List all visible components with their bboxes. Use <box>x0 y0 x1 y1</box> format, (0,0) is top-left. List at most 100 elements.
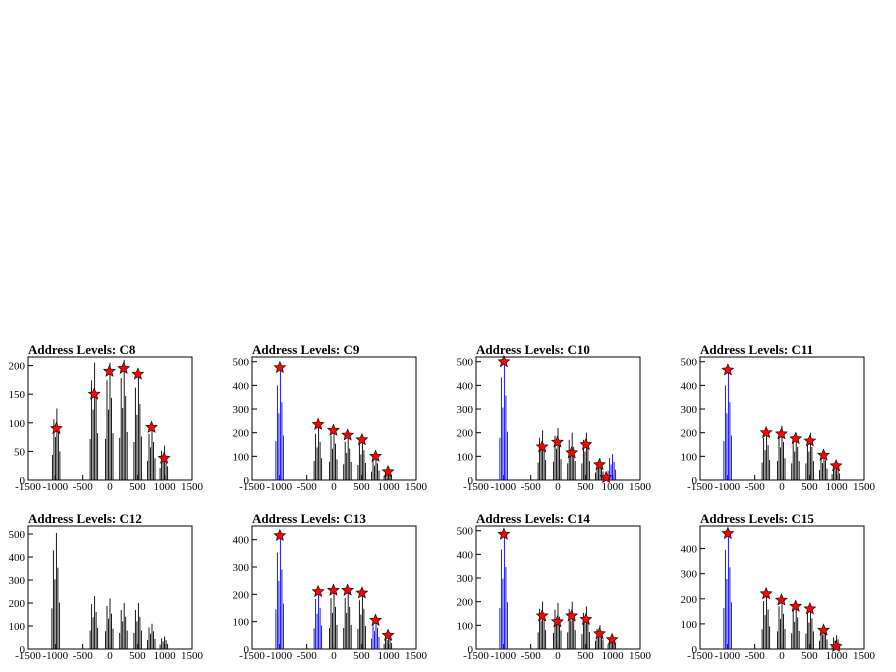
x-tick-label: 1500 <box>629 481 652 493</box>
y-tick-label: 0 <box>244 644 250 656</box>
y-tick-label: 400 <box>233 380 250 392</box>
y-tick-label: 300 <box>457 573 474 585</box>
peak-marker <box>721 526 735 540</box>
peak-marker <box>311 584 325 598</box>
x-tick-label: -1500 <box>463 481 489 493</box>
peak-marker <box>579 612 593 625</box>
x-tick-label: 1000 <box>826 650 849 662</box>
y-tick-label: 200 <box>681 594 698 606</box>
x-tick-label: 500 <box>801 650 818 662</box>
y-tick-label: 300 <box>457 404 474 416</box>
peak-marker <box>593 626 607 640</box>
y-tick-label: 0 <box>20 475 26 487</box>
x-tick-label: -1000 <box>490 650 516 662</box>
y-tick-label: 500 <box>457 526 474 538</box>
x-tick-label: 0 <box>107 481 113 493</box>
x-tick-label: 1000 <box>154 481 177 493</box>
x-tick-label: -1500 <box>239 481 265 493</box>
peak-marker <box>829 639 843 652</box>
chart-title: Address Levels: C10 <box>476 342 590 357</box>
peak-marker <box>817 623 831 636</box>
y-tick-label: 500 <box>233 357 250 369</box>
peak-marker <box>117 361 131 374</box>
peak-marker <box>341 428 355 441</box>
y-tick-label: 0 <box>244 475 250 487</box>
peak-marker <box>774 427 788 440</box>
peak-marker <box>273 360 287 374</box>
chart-panel-7: Address Levels: C15 0 100 200 300 400 -1500 -10… <box>681 511 876 662</box>
y-tick-label: 200 <box>9 361 26 373</box>
x-tick-label: -1000 <box>714 650 740 662</box>
peak-marker <box>565 446 579 459</box>
peak-marker <box>605 632 619 646</box>
x-tick-label: -1000 <box>490 481 516 493</box>
chart-title: Address Levels: C14 <box>476 511 590 526</box>
y-tick-label: 400 <box>9 552 26 564</box>
peak-marker <box>49 421 63 435</box>
y-tick-label: 200 <box>9 598 26 610</box>
x-tick-label: 0 <box>555 481 561 493</box>
x-tick-label: 1500 <box>405 650 428 662</box>
x-tick-label: 0 <box>331 481 337 493</box>
x-tick-label: 1000 <box>826 481 849 493</box>
y-tick-label: 50 <box>14 446 26 458</box>
y-tick-label: 100 <box>233 617 250 629</box>
peak-marker <box>565 609 579 622</box>
peak-marker <box>759 587 773 600</box>
x-tick-label: -1500 <box>687 650 713 662</box>
chart-title: Address Levels: C13 <box>252 511 366 526</box>
y-tick-label: 0 <box>468 475 474 487</box>
peak-marker <box>593 457 607 471</box>
peak-marker <box>535 440 549 453</box>
peak-marker <box>157 451 171 464</box>
x-tick-label: 500 <box>129 650 146 662</box>
peak-marker <box>369 449 383 462</box>
x-tick-label: 1000 <box>378 481 401 493</box>
peak-marker <box>355 586 369 599</box>
x-tick-label: 1000 <box>378 650 401 662</box>
peak-marker <box>803 434 817 447</box>
y-tick-label: 100 <box>9 418 26 430</box>
y-tick-label: 200 <box>457 597 474 609</box>
x-tick-label: -1500 <box>239 650 265 662</box>
x-tick-label: -500 <box>297 481 318 493</box>
chart-title: Address Levels: C8 <box>28 342 136 357</box>
x-tick-label: 0 <box>107 650 113 662</box>
y-tick-label: 0 <box>20 644 26 656</box>
peak-marker <box>829 459 843 472</box>
y-tick-label: 100 <box>233 451 250 463</box>
y-tick-label: 200 <box>457 428 474 440</box>
peak-marker <box>273 528 287 542</box>
peak-marker <box>381 628 395 641</box>
y-tick-label: 200 <box>233 589 250 601</box>
x-tick-label: 500 <box>353 650 370 662</box>
x-tick-label: -500 <box>73 650 94 662</box>
peak-marker <box>381 464 395 478</box>
y-tick-label: 100 <box>9 621 26 633</box>
peak-marker <box>102 364 116 377</box>
x-tick-label: -1500 <box>687 481 713 493</box>
peak-marker <box>369 613 383 626</box>
x-tick-label: 1500 <box>853 481 876 493</box>
peak-marker <box>311 417 325 430</box>
x-tick-label: 500 <box>577 481 594 493</box>
peak-marker <box>497 527 511 540</box>
y-tick-label: 100 <box>681 619 698 631</box>
x-tick-label: 1500 <box>181 481 204 493</box>
peak-marker <box>550 435 564 448</box>
peak-marker <box>789 431 803 445</box>
x-tick-label: 0 <box>331 650 337 662</box>
y-tick-label: 150 <box>9 389 26 401</box>
y-tick-label: 100 <box>457 620 474 632</box>
y-tick-label: 0 <box>468 644 474 656</box>
y-tick-label: 400 <box>457 549 474 561</box>
x-tick-label: -500 <box>521 481 542 493</box>
peak-marker <box>145 420 159 433</box>
x-tick-label: 1500 <box>853 650 876 662</box>
x-tick-label: 1500 <box>405 481 428 493</box>
y-tick-label: 100 <box>457 451 474 463</box>
chart-panel-6: Address Levels: C14 0 100 200 300 400 500 -1500… <box>457 511 652 662</box>
chart-title: Address Levels: C12 <box>28 511 142 526</box>
y-tick-label: 200 <box>681 428 698 440</box>
